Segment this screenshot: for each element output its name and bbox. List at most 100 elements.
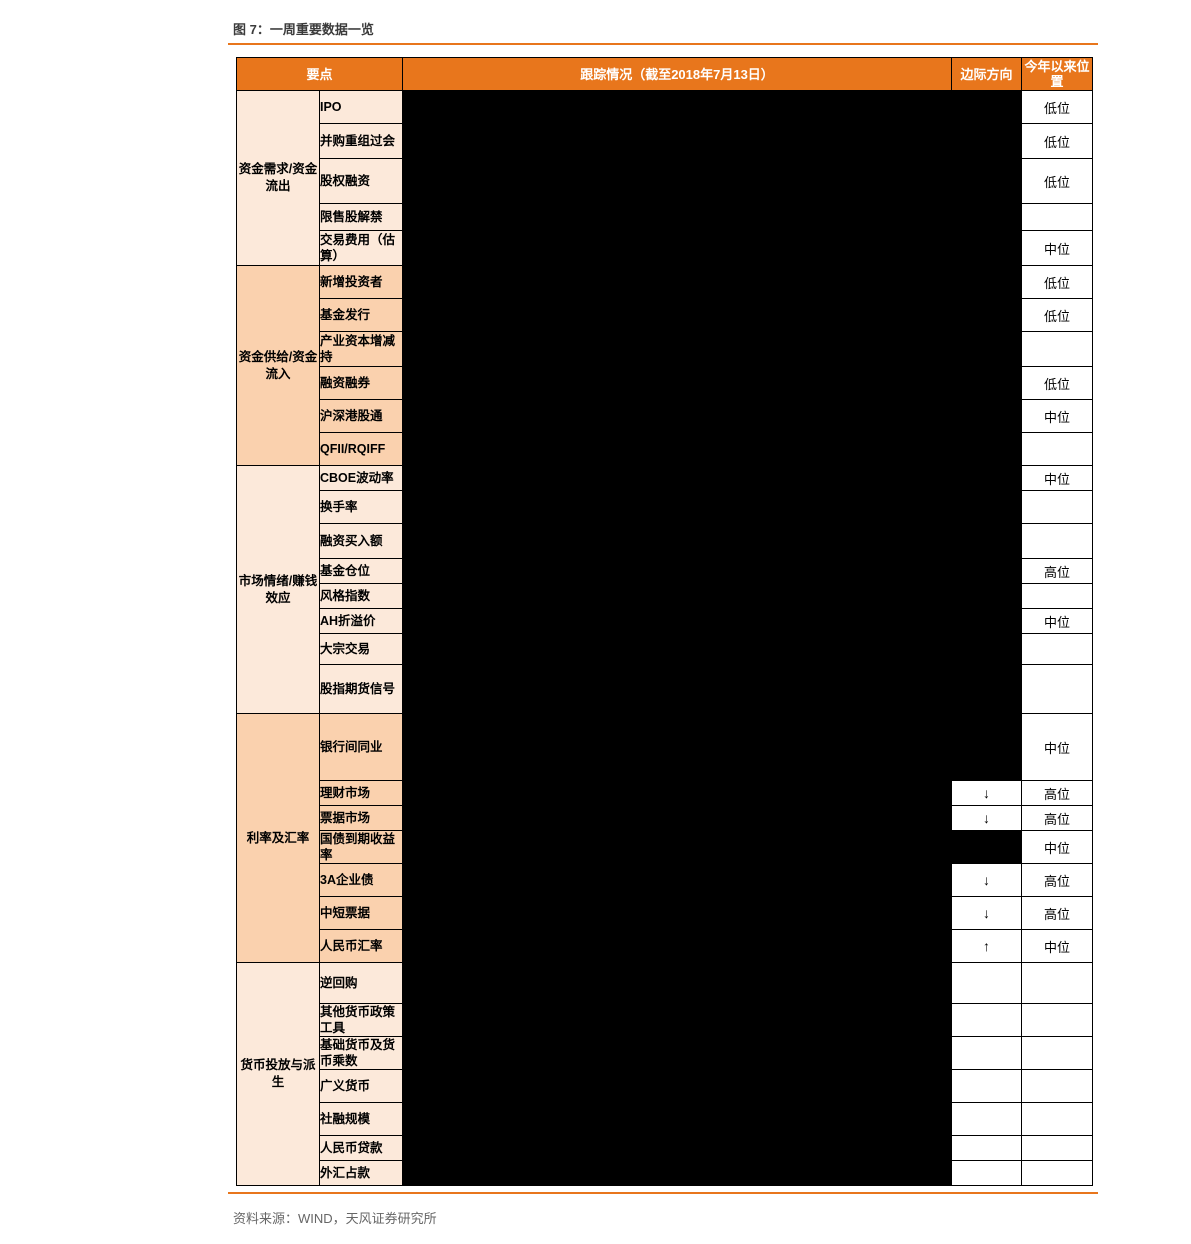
table-row: 资金需求/资金流出 IPO 低位 <box>236 90 1093 266</box>
row-position-cell <box>1021 664 1093 714</box>
table-row: 人民币汇率 ↑ 中位 <box>237 929 1093 963</box>
row-item-label: 融资买入额 <box>319 523 403 559</box>
row-tracking-cell <box>402 265 952 299</box>
row-position-cell: 中位 <box>1021 608 1093 634</box>
row-direction-cell: ↓ <box>951 863 1022 897</box>
row-item-label: 风格指数 <box>319 583 403 609</box>
table-row: 票据市场 ↓ 高位 <box>237 805 1093 831</box>
table-header: 要点 跟踪情况（截至2018年7月13日） 边际方向 今年以来位置 <box>236 57 1093 91</box>
row-tracking-cell <box>402 713 952 781</box>
header-position: 今年以来位置 <box>1021 57 1093 91</box>
header-row: 要点 跟踪情况（截至2018年7月13日） 边际方向 今年以来位置 <box>236 57 1093 91</box>
row-item-label: 基础货币及货币乘数 <box>319 1036 403 1070</box>
row-direction-cell <box>951 583 1022 609</box>
table-row: 3A企业债 ↓ 高位 <box>237 863 1093 897</box>
table-row: 基础货币及货币乘数 <box>237 1036 1093 1070</box>
row-tracking-cell <box>402 366 952 400</box>
row-item-label: IPO <box>319 90 403 124</box>
row-tracking-cell <box>402 90 952 124</box>
table-row: 货币投放与派生 逆回购 <box>236 962 1093 1186</box>
row-tracking-cell <box>402 583 952 609</box>
row-tracking-cell <box>402 1036 952 1070</box>
row-item-label: 交易费用（估算） <box>319 230 403 266</box>
row-position-cell: 高位 <box>1021 805 1093 831</box>
row-direction-cell <box>951 713 1022 781</box>
row-item-label: 社融规模 <box>319 1102 403 1136</box>
row-direction-cell <box>951 523 1022 559</box>
row-tracking-cell <box>402 298 952 332</box>
row-tracking-cell <box>402 896 952 930</box>
row-tracking-cell <box>402 962 952 1004</box>
row-tracking-cell <box>402 805 952 831</box>
row-item-label: 产业资本增减持 <box>319 331 403 367</box>
row-direction-cell <box>951 230 1022 266</box>
row-item-label: 国债到期收益率 <box>319 830 403 864</box>
row-direction-cell <box>951 123 1022 159</box>
row-item-label: 股权融资 <box>319 158 403 204</box>
row-direction-cell <box>951 1135 1022 1161</box>
row-item-label: 基金发行 <box>319 298 403 332</box>
table-row: 并购重组过会 低位 <box>237 123 1093 159</box>
row-direction-cell <box>951 1069 1022 1103</box>
row-direction-cell <box>951 465 1022 491</box>
row-item-label: 中短票据 <box>319 896 403 930</box>
table-row: 中短票据 ↓ 高位 <box>237 896 1093 930</box>
row-position-cell <box>1021 1135 1093 1161</box>
row-tracking-cell <box>402 664 952 714</box>
row-direction-cell <box>951 830 1022 864</box>
weekly-data-table-wrapper: 要点 跟踪情况（截至2018年7月13日） 边际方向 今年以来位置 资金需求/资… <box>236 57 1093 1186</box>
row-position-cell <box>1021 1160 1093 1186</box>
table-row: 利率及汇率 银行间同业 中位 <box>236 713 1093 963</box>
figure-source: 资料来源：WIND，天风证券研究所 <box>233 1211 437 1226</box>
row-position-cell <box>1021 633 1093 665</box>
row-position-cell: 低位 <box>1021 366 1093 400</box>
table-row: 限售股解禁 <box>237 203 1093 231</box>
row-direction-cell <box>951 633 1022 665</box>
row-direction-cell <box>951 1160 1022 1186</box>
group-label-4: 货币投放与派生 <box>236 962 320 1186</box>
row-item-label: 理财市场 <box>319 780 403 806</box>
table-row: 理财市场 ↓ 高位 <box>237 780 1093 806</box>
row-direction-cell <box>951 331 1022 367</box>
row-item-label: 限售股解禁 <box>319 203 403 231</box>
table-row: 广义货币 <box>237 1069 1093 1103</box>
group-label-1: 资金供给/资金流入 <box>236 265 320 466</box>
group-label-0: 资金需求/资金流出 <box>236 90 320 266</box>
row-item-label: 沪深港股通 <box>319 399 403 433</box>
table-row: 国债到期收益率 中位 <box>237 830 1093 864</box>
row-item-label: 人民币汇率 <box>319 929 403 963</box>
row-position-cell <box>1021 962 1093 1004</box>
row-direction-cell: ↓ <box>951 896 1022 930</box>
row-direction-cell: ↑ <box>951 929 1022 963</box>
table-row: 其他货币政策工具 <box>237 1003 1093 1037</box>
table-row: 融资买入额 <box>237 523 1093 559</box>
row-position-cell <box>1021 1003 1093 1037</box>
table-row: 社融规模 <box>237 1102 1093 1136</box>
row-position-cell: 中位 <box>1021 399 1093 433</box>
row-direction-cell <box>951 962 1022 1004</box>
row-item-label: 大宗交易 <box>319 633 403 665</box>
row-position-cell <box>1021 523 1093 559</box>
table-body: 资金需求/资金流出 IPO 低位 并购重组过会 低位 股权融资 低位 限售股解禁 交易费用（估算… <box>236 90 1093 1186</box>
row-tracking-cell <box>402 1102 952 1136</box>
row-tracking-cell <box>402 1069 952 1103</box>
table-row: 股权融资 低位 <box>237 158 1093 204</box>
table-row: 资金供给/资金流入 新增投资者 低位 <box>236 265 1093 466</box>
row-position-cell: 低位 <box>1021 123 1093 159</box>
row-tracking-cell <box>402 432 952 466</box>
row-tracking-cell <box>402 1135 952 1161</box>
row-position-cell: 中位 <box>1021 830 1093 864</box>
header-yaodian: 要点 <box>236 57 403 91</box>
row-tracking-cell <box>402 1160 952 1186</box>
row-position-cell: 高位 <box>1021 863 1093 897</box>
row-position-cell: 高位 <box>1021 896 1093 930</box>
row-position-cell: 中位 <box>1021 713 1093 781</box>
row-direction-cell: ↓ <box>951 780 1022 806</box>
row-direction-cell <box>951 366 1022 400</box>
table-row: AH折溢价 中位 <box>237 608 1093 634</box>
row-direction-cell <box>951 298 1022 332</box>
row-direction-cell <box>951 664 1022 714</box>
row-direction-cell <box>951 558 1022 584</box>
weekly-data-table: 要点 跟踪情况（截至2018年7月13日） 边际方向 今年以来位置 资金需求/资… <box>236 57 1093 1186</box>
